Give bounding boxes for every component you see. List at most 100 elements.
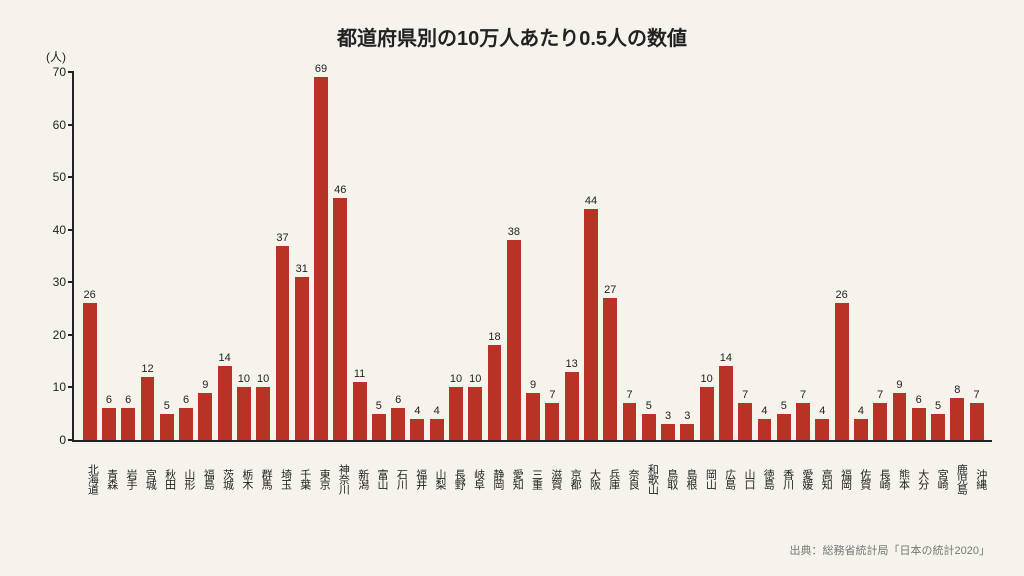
bar: 4 bbox=[758, 419, 772, 440]
bar-value-label: 8 bbox=[954, 384, 960, 398]
bar-value-label: 6 bbox=[916, 394, 922, 408]
bar-column: 13 bbox=[562, 72, 581, 440]
x-axis-label: 宮城 bbox=[136, 444, 155, 514]
bar: 6 bbox=[102, 408, 116, 440]
bar: 12 bbox=[141, 377, 155, 440]
x-axis-label: 鹿児島 bbox=[947, 444, 966, 514]
bar-column: 5 bbox=[928, 72, 947, 440]
bar-value-label: 5 bbox=[646, 400, 652, 414]
bar-column: 4 bbox=[755, 72, 774, 440]
bar-column: 3 bbox=[678, 72, 697, 440]
bar-value-label: 3 bbox=[684, 410, 690, 424]
bar-value-label: 6 bbox=[395, 394, 401, 408]
bar: 7 bbox=[873, 403, 887, 440]
bar: 44 bbox=[584, 209, 598, 440]
bar-column: 4 bbox=[813, 72, 832, 440]
bar: 3 bbox=[661, 424, 675, 440]
chart-title: 都道府県別の10万人あたり0.5人の数値 bbox=[0, 22, 1024, 51]
bar: 27 bbox=[603, 298, 617, 440]
bar-value-label: 10 bbox=[238, 373, 250, 387]
x-axis-label: 香川 bbox=[773, 444, 792, 514]
x-axis-label: 東京 bbox=[310, 444, 329, 514]
bar-column: 5 bbox=[157, 72, 176, 440]
bar: 9 bbox=[198, 393, 212, 440]
bar-column: 7 bbox=[620, 72, 639, 440]
bar: 14 bbox=[218, 366, 232, 440]
bar-column: 4 bbox=[408, 72, 427, 440]
bar-value-label: 31 bbox=[296, 263, 308, 277]
x-axis-label: 宮崎 bbox=[928, 444, 947, 514]
bar-column: 6 bbox=[176, 72, 195, 440]
bar-column: 10 bbox=[697, 72, 716, 440]
x-axis-label: 大分 bbox=[908, 444, 927, 514]
bar: 7 bbox=[738, 403, 752, 440]
bar-column: 9 bbox=[890, 72, 909, 440]
y-tick-mark bbox=[68, 386, 74, 388]
x-axis-label: 埼玉 bbox=[271, 444, 290, 514]
bar: 7 bbox=[623, 403, 637, 440]
bar: 6 bbox=[121, 408, 135, 440]
x-axis-label: 岐阜 bbox=[464, 444, 483, 514]
bar: 13 bbox=[565, 372, 579, 440]
x-axis-label: 栃木 bbox=[233, 444, 252, 514]
bar: 7 bbox=[796, 403, 810, 440]
x-axis-label: 兵庫 bbox=[599, 444, 618, 514]
bar-value-label: 5 bbox=[935, 400, 941, 414]
bar: 5 bbox=[642, 414, 656, 440]
bar-column: 7 bbox=[543, 72, 562, 440]
x-axis-label: 静岡 bbox=[484, 444, 503, 514]
bar-value-label: 7 bbox=[800, 389, 806, 403]
bar-value-label: 26 bbox=[84, 289, 96, 303]
bar: 4 bbox=[430, 419, 444, 440]
bar-column: 18 bbox=[485, 72, 504, 440]
bar: 9 bbox=[526, 393, 540, 440]
bar-value-label: 14 bbox=[720, 352, 732, 366]
bar-column: 26 bbox=[80, 72, 99, 440]
y-tick-mark bbox=[68, 281, 74, 283]
x-axis-label: 大阪 bbox=[580, 444, 599, 514]
bar-value-label: 6 bbox=[106, 394, 112, 408]
bar: 5 bbox=[931, 414, 945, 440]
bar-value-label: 5 bbox=[376, 400, 382, 414]
bar-value-label: 9 bbox=[896, 379, 902, 393]
bar-value-label: 7 bbox=[549, 389, 555, 403]
bar-column: 11 bbox=[350, 72, 369, 440]
bar-value-label: 7 bbox=[742, 389, 748, 403]
y-tick-mark bbox=[68, 334, 74, 336]
bar: 8 bbox=[950, 398, 964, 440]
bar: 5 bbox=[372, 414, 386, 440]
bar-value-label: 12 bbox=[141, 363, 153, 377]
bar-value-label: 5 bbox=[164, 400, 170, 414]
y-tick-mark bbox=[68, 439, 74, 441]
x-axis-label: 長野 bbox=[445, 444, 464, 514]
bar-value-label: 6 bbox=[183, 394, 189, 408]
bar: 11 bbox=[353, 382, 367, 440]
x-axis-label: 鳥取 bbox=[657, 444, 676, 514]
x-axis-label: 新潟 bbox=[348, 444, 367, 514]
x-axis-label: 広島 bbox=[715, 444, 734, 514]
bar: 4 bbox=[815, 419, 829, 440]
x-axis-label: 愛媛 bbox=[793, 444, 812, 514]
bar-column: 10 bbox=[234, 72, 253, 440]
x-axis-label: 山口 bbox=[735, 444, 754, 514]
bar-value-label: 37 bbox=[276, 232, 288, 246]
bar-value-label: 7 bbox=[626, 389, 632, 403]
bar: 4 bbox=[854, 419, 868, 440]
bar-column: 31 bbox=[292, 72, 311, 440]
bar: 18 bbox=[488, 345, 502, 440]
x-axis-label: 福岡 bbox=[831, 444, 850, 514]
bar-column: 7 bbox=[736, 72, 755, 440]
x-axis-label: 三重 bbox=[522, 444, 541, 514]
bar-column: 7 bbox=[967, 72, 986, 440]
bar-column: 14 bbox=[215, 72, 234, 440]
bar-column: 6 bbox=[99, 72, 118, 440]
bar-value-label: 4 bbox=[761, 405, 767, 419]
x-axis-label: 群馬 bbox=[252, 444, 271, 514]
x-axis-label: 神奈川 bbox=[329, 444, 348, 514]
bar: 26 bbox=[835, 303, 849, 440]
bar-column: 5 bbox=[369, 72, 388, 440]
bar-value-label: 13 bbox=[566, 358, 578, 372]
x-axis-label: 滋賀 bbox=[542, 444, 561, 514]
bar: 10 bbox=[449, 387, 463, 440]
bar-value-label: 44 bbox=[585, 195, 597, 209]
